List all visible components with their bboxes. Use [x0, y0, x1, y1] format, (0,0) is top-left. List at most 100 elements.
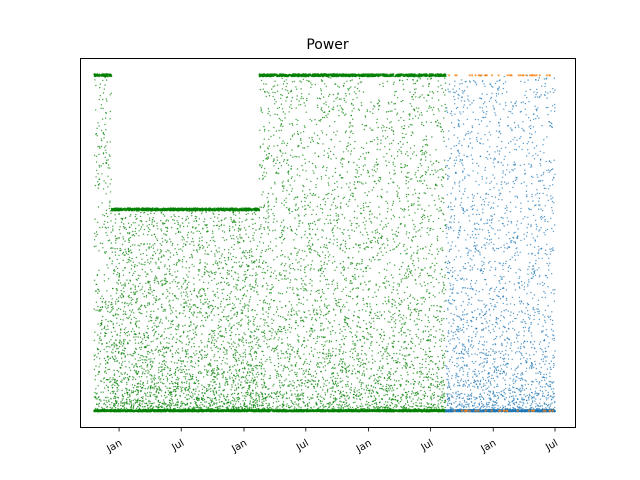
scatter-point-series-0: [203, 405, 205, 407]
scatter-point-series-0: [254, 207, 257, 210]
scatter-point-series-0: [235, 387, 238, 389]
scatter-point-series-0: [237, 230, 240, 232]
scatter-point-series-0: [153, 402, 155, 404]
scatter-point-series-0: [216, 360, 218, 362]
scatter-point-series-0: [111, 402, 113, 404]
scatter-point-series-0: [168, 391, 171, 394]
scatter-point-series-0: [195, 226, 197, 229]
scatter-point-series-0: [236, 372, 238, 374]
scatter-point-series-0: [123, 407, 126, 409]
scatter-point-series-0: [141, 207, 144, 210]
scatter-point-series-0: [227, 399, 230, 401]
scatter-point-series-0: [185, 356, 187, 358]
scatter-point-series-0: [113, 397, 115, 399]
scatter-point-series-0: [101, 139, 103, 142]
scatter-point-series-0: [111, 386, 114, 389]
scatter-point-series-0: [183, 407, 185, 409]
scatter-point-series-0: [213, 278, 216, 280]
scatter-point-series-0: [168, 250, 170, 252]
scatter-point-series-0: [198, 224, 200, 226]
scatter-point-series-0: [184, 279, 186, 281]
scatter-point-series-0: [194, 401, 196, 403]
scatter-point-series-0: [154, 377, 156, 380]
scatter-point-series-0: [133, 365, 136, 367]
scatter-point-series-0: [188, 407, 190, 409]
scatter-point-series-0: [184, 349, 187, 351]
scatter-point-series-0: [162, 378, 165, 381]
scatter-point-series-0: [214, 253, 216, 255]
scatter-point-series-0: [183, 392, 185, 395]
scatter-point-series-0: [112, 352, 114, 354]
scatter-point-series-0: [120, 343, 122, 345]
scatter-point-series-0: [238, 396, 240, 399]
scatter-point-series-0: [102, 188, 105, 190]
scatter-point-series-0: [222, 402, 225, 404]
scatter-point-series-0: [115, 339, 117, 341]
scatter-point-series-0: [190, 338, 193, 340]
scatter-point-series-0: [115, 237, 117, 240]
scatter-point-series-0: [157, 308, 159, 310]
scatter-point-series-0: [114, 397, 116, 400]
scatter-point-series-0: [98, 269, 100, 271]
scatter-point-series-0: [97, 385, 99, 387]
scatter-point-series-0: [128, 296, 130, 299]
scatter-point-series-0: [176, 282, 179, 284]
scatter-point-series-0: [242, 395, 244, 397]
scatter-point-series-0: [136, 298, 138, 301]
scatter-point-series-0: [223, 257, 226, 259]
scatter-point-series-0: [188, 310, 191, 313]
scatter-point-series-0: [181, 239, 183, 241]
scatter-point-series-0: [119, 226, 121, 228]
scatter-point-series-0: [122, 402, 124, 404]
scatter-point-series-0: [120, 381, 122, 383]
scatter-point-series-0: [251, 341, 253, 343]
scatter-point-series-0: [122, 313, 125, 315]
scatter-point-series-0: [122, 405, 124, 407]
scatter-point-series-0: [120, 372, 122, 374]
scatter-point-series-0: [98, 405, 100, 407]
scatter-point-series-0: [170, 313, 172, 315]
scatter-point-series-0: [182, 386, 184, 388]
scatter-point-series-0: [110, 351, 113, 353]
scatter-point-series-0: [233, 374, 235, 377]
scatter-point-series-0: [164, 234, 166, 236]
scatter-point-series-0: [126, 381, 128, 384]
scatter-point-series-0: [126, 389, 128, 391]
scatter-point-series-0: [255, 373, 257, 375]
scatter-point-series-0: [223, 403, 225, 406]
scatter-point-series-0: [121, 302, 123, 304]
scatter-point-series-0: [117, 272, 119, 274]
scatter-point-series-0: [190, 378, 192, 380]
scatter-point-series-0: [215, 271, 217, 273]
scatter-point-series-0: [139, 347, 141, 349]
scatter-point-series-0: [135, 232, 137, 235]
scatter-point-series-0: [103, 387, 106, 389]
scatter-point-series-0: [129, 393, 131, 395]
scatter-point-series-0: [111, 384, 113, 387]
scatter-point-series-0: [204, 262, 206, 264]
scatter-point-series-0: [103, 399, 105, 401]
scatter-point-series-0: [179, 336, 181, 338]
scatter-point-series-0: [148, 282, 150, 284]
scatter-point-series-0: [191, 227, 194, 229]
scatter-point-series-0: [218, 326, 221, 328]
scatter-point-series-0: [185, 369, 188, 371]
scatter-point-series-0: [137, 360, 139, 362]
scatter-point-series-0: [228, 273, 231, 275]
scatter-point-series-0: [222, 375, 224, 377]
scatter-point-series-0: [217, 264, 219, 266]
scatter-point-series-0: [115, 288, 118, 290]
scatter-point-series-0: [146, 254, 148, 256]
scatter-point-series-0: [174, 385, 176, 388]
scatter-point-series-0: [255, 278, 257, 280]
scatter-point-series-0: [256, 291, 258, 293]
scatter-point-series-0: [210, 272, 213, 274]
scatter-point-series-0: [187, 231, 190, 234]
scatter-point-series-0: [124, 377, 127, 379]
scatter-point-series-0: [190, 231, 193, 233]
scatter-point-series-0: [113, 373, 116, 375]
scatter-point-series-0: [100, 73, 103, 76]
scatter-point-series-0: [104, 367, 107, 369]
scatter-point-series-0: [235, 208, 238, 211]
scatter-point-series-0: [134, 292, 136, 294]
